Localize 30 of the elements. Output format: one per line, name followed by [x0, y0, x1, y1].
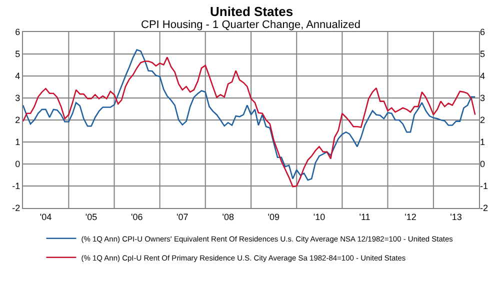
x-tick-label: '10	[313, 212, 326, 222]
x-tick-label: '08	[222, 212, 234, 222]
y-tick-label: 0	[15, 159, 20, 170]
y-tick-label: -2	[12, 203, 20, 214]
chart-subtitle: CPI Housing - 1 Quarter Change, Annualized	[141, 19, 361, 31]
y-tick-label: 3	[15, 93, 20, 104]
y2-tick-label: 4	[480, 71, 486, 82]
y-tick-label: 4	[15, 71, 20, 82]
y2-tick-label: 5	[480, 49, 486, 60]
x-tick-label: '06	[130, 212, 143, 222]
y2-tick-label: -2	[480, 203, 488, 214]
x-tick-label: '04	[40, 212, 52, 222]
y2-tick-label: 6	[480, 27, 486, 38]
x-tick-label: '12	[404, 212, 416, 222]
y2-tick-label: -1	[480, 181, 488, 192]
chart-title: United States	[210, 4, 294, 19]
x-tick-label: '13	[450, 212, 462, 222]
x-tick-label: '07	[176, 212, 188, 222]
y2-tick-label: 1	[480, 137, 486, 148]
x-tick-label: '11	[359, 212, 370, 222]
y-tick-label: 2	[15, 115, 20, 126]
x-tick-label: '09	[268, 212, 280, 222]
y2-tick-label: 2	[480, 115, 486, 126]
y2-tick-label: 3	[480, 93, 486, 104]
x-tick-label: '05	[85, 212, 98, 222]
y-tick-label: -1	[12, 181, 20, 192]
y-tick-label: 5	[15, 49, 20, 60]
y2-tick-label: 0	[480, 159, 486, 170]
y-tick-label: 1	[15, 137, 20, 148]
y-tick-label: 6	[15, 27, 20, 38]
